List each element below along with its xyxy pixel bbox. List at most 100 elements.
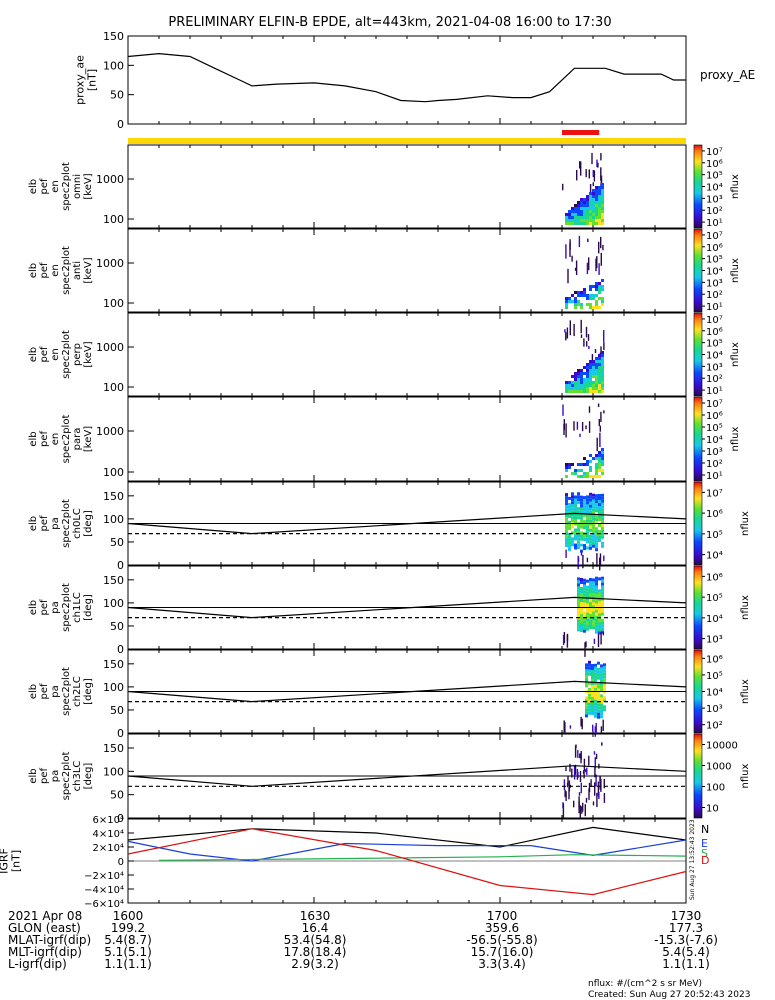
pa_ch2-heat-cell	[600, 697, 603, 701]
en_omni-heat-sparse	[592, 170, 594, 177]
en_para-heat-cell	[577, 469, 580, 472]
pa_ch1-heat-sparse	[563, 632, 566, 644]
pa_ch0-heat-cell	[589, 504, 592, 508]
pa_ch3-stripes	[565, 791, 567, 802]
proxy-ae-line	[127, 52, 686, 103]
y-axis-label-line: elb	[28, 600, 39, 615]
pa_ch1-heat-cell	[592, 620, 595, 624]
y-axis-label-line: en	[50, 433, 61, 446]
pa_ch0-heat-cell	[586, 513, 589, 517]
pa_ch0-heat-cell	[565, 511, 568, 515]
pa_ch1-heat-cell	[595, 582, 598, 586]
en_perp-heat-cell	[595, 387, 598, 390]
pa_ch1-heat-cell	[592, 593, 595, 597]
pa_ch3-stripes	[567, 775, 569, 786]
en_omni-heat-cell	[592, 201, 595, 204]
pa_ch0-heat-cell	[577, 513, 580, 517]
y-axis-label-line: [keV]	[83, 173, 94, 199]
en_perp-heat-cell	[580, 375, 583, 378]
en_para-heat-cell	[574, 469, 577, 472]
pa_ch2-heat-cell	[603, 675, 606, 679]
pa_ch0-heat-cell	[568, 502, 571, 506]
pa_ch1-heat-cell	[586, 612, 589, 616]
en_omni-heat-cell	[592, 222, 595, 225]
en_perp-heat-cell	[598, 378, 601, 381]
pa_ch0-heat-cell	[589, 516, 592, 520]
en_para-heat-cell	[592, 457, 595, 460]
pa_ch2-heat-cell	[594, 690, 597, 694]
pa_ch1-heat-cell	[598, 619, 601, 623]
en_para-heat-cell	[583, 472, 586, 475]
pa_ch0-heat-cell	[595, 494, 598, 498]
en_perp-heat-sparse	[594, 349, 597, 353]
pa_ch1-heat-cell	[595, 609, 598, 613]
pa_ch0-heat-cell	[598, 536, 601, 539]
pa_ch0-heat-cell	[571, 492, 574, 496]
pa_ch1-heat-cell	[589, 623, 592, 626]
pa_ch3-stripes	[595, 774, 597, 787]
pa_ch1-heat-cell	[583, 599, 586, 603]
pa_ch0-heat-cell	[595, 515, 598, 519]
en_omni-heat-cell	[595, 192, 598, 195]
pa_ch0-heat-cell	[598, 506, 601, 509]
en_omni-heat-cell	[601, 210, 604, 213]
pa_ch0-heat-cell	[574, 513, 577, 517]
colorbar-tick-label: 10²	[706, 206, 723, 217]
pa_ch0-heat-cell	[601, 529, 604, 533]
pa_ch3-stripes	[603, 793, 606, 803]
pa_ch3-colorbar	[693, 733, 703, 819]
pa_ch3-stripes	[592, 801, 595, 806]
pa_ch2-heat-cell	[591, 682, 594, 685]
en_omni-heat-cell	[595, 222, 598, 225]
colorbar-tick-label: 10³	[706, 194, 723, 205]
pa_ch2-heat-cell	[591, 694, 594, 697]
en_perp-heat-cell	[601, 360, 604, 363]
pa_ch3-stripes	[573, 765, 576, 780]
pa_ch2-heat-cell	[591, 691, 594, 694]
pa_ch2-colorbar	[693, 649, 703, 734]
en_perp-heat-sparse	[586, 341, 588, 347]
en_omni-heat-cell	[595, 207, 598, 210]
pa_ch1-heat-cell	[598, 628, 601, 632]
pa_ch0-heat-cell	[574, 519, 577, 523]
en_anti-heat-sparse	[565, 244, 567, 259]
en_perp-heat-cell	[592, 363, 595, 366]
en_para-heat-cell	[574, 472, 577, 475]
en_anti-heat-cell	[574, 303, 577, 306]
en_para-heat-sparse	[588, 421, 591, 433]
en_para-frame	[127, 396, 687, 482]
pa_ch3-stripes	[582, 802, 584, 812]
pa_ch0-heat-cell	[577, 546, 580, 550]
y-tick-label: 2×10⁴	[93, 843, 124, 854]
en_anti-heat-sparse	[587, 238, 589, 243]
pa_ch3-stripes	[601, 742, 603, 746]
colorbar-tick-label: 10¹	[706, 302, 723, 313]
xtable-row-label: 2021 Apr 08	[8, 909, 82, 923]
en_para-heat-sparse	[599, 432, 601, 447]
pa_ch2-heat-sparse	[602, 719, 604, 731]
pa_ch0-heat-cell	[577, 507, 580, 511]
colorbar-tick-label: 10³	[706, 447, 723, 458]
pa_ch1-heat-cell	[601, 579, 604, 583]
y-tick-label: 1000	[96, 173, 124, 186]
en_perp-heat-cell	[601, 381, 604, 384]
en_omni-heat-sparse	[592, 182, 594, 186]
pa_ch1-heat-cell	[586, 591, 589, 595]
pa_ch1-heat-cell	[577, 592, 580, 596]
pa_ch0-heat-cell	[565, 493, 568, 497]
en_omni-heat-cell	[601, 207, 604, 210]
en_omni-heat-cell	[571, 213, 574, 216]
pa_ch2-heat-cell	[588, 690, 591, 694]
pa_ch2-heat-cell	[600, 679, 603, 683]
pa_ch0-heat-cell	[574, 528, 577, 532]
xtable-row-label: L-igrf(dip)	[8, 957, 67, 971]
colorbar-tick-label: 10	[706, 804, 719, 815]
pa_ch1-heat-cell	[577, 598, 580, 602]
pa_ch2-heat-cell	[585, 672, 588, 676]
en_perp-heat-cell	[586, 372, 589, 375]
pa_ch0-heat-cell	[601, 514, 604, 518]
pa_ch1-heat-cell	[598, 610, 601, 614]
pa_ch1-heat-cell	[583, 629, 586, 633]
y-tick-label: 4×10⁴	[93, 829, 124, 840]
en_para-heat-cell	[601, 469, 604, 472]
